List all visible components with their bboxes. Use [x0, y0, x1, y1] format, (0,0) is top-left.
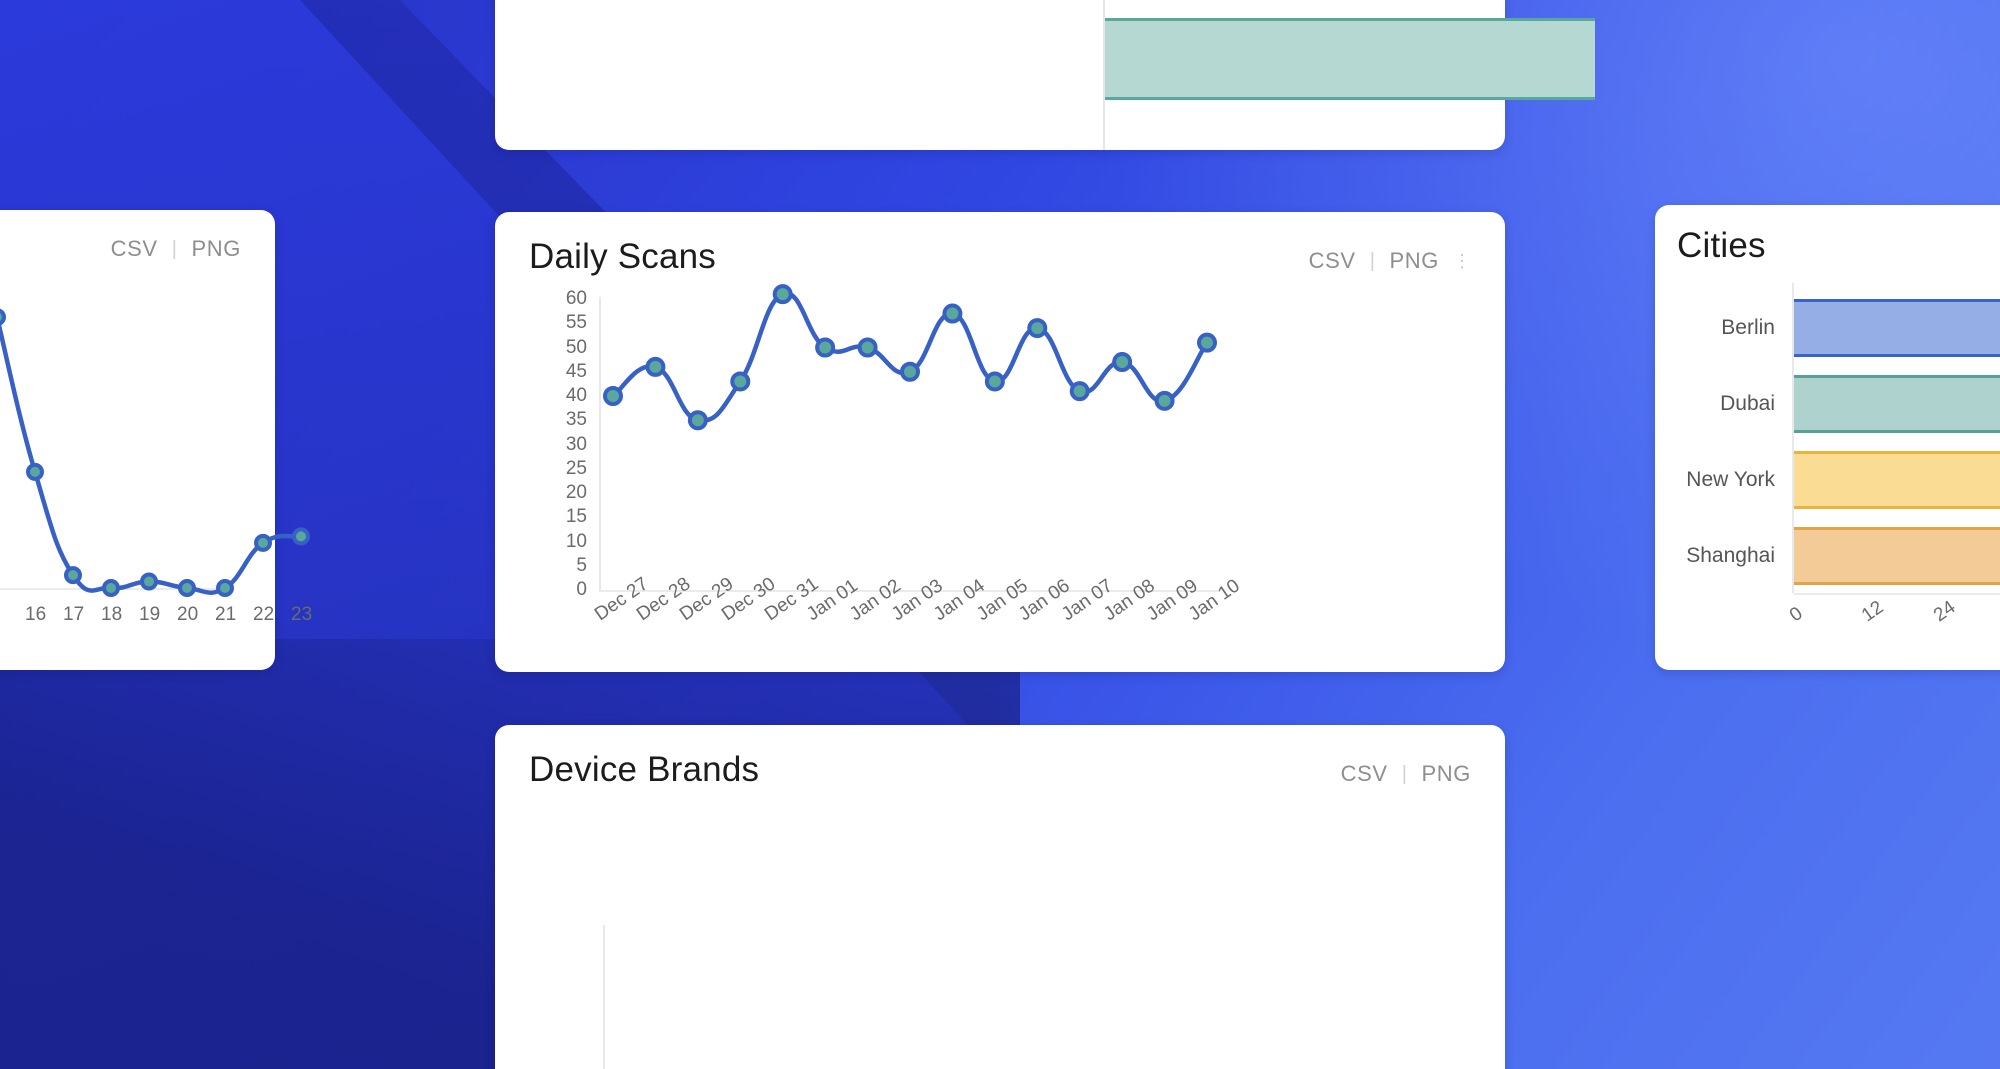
city-bar[interactable] — [1794, 451, 2000, 509]
x-tick-label: 24 — [1930, 596, 1960, 627]
y-tick-label: 15 — [565, 506, 587, 528]
brands-export-separator: | — [1401, 762, 1408, 785]
y-tick-label: 50 — [565, 336, 587, 358]
x-tick-label: 16 — [25, 604, 47, 625]
brands-axis-y — [603, 925, 605, 1069]
card-daily-scans: Daily Scans CSV | PNG ⋮ 0 5 10 15 20 25 30 35 40… — [495, 212, 1505, 672]
card-device-brands: Device Brands CSV | PNG — [495, 725, 1505, 1069]
city-category-label: Berlin — [1721, 316, 1775, 339]
card-cities: Cities Berlin Dubai New York Shanghai 0 12 24… — [1655, 205, 2000, 670]
x-tick-label: 20 — [177, 604, 199, 625]
brands-csv-link[interactable]: CSV — [1340, 761, 1388, 786]
daily-export-links: CSV | PNG ⋮ — [1309, 248, 1471, 274]
x-tick-label: 17 — [63, 604, 85, 625]
x-tick-label: 18 — [101, 604, 123, 625]
y-tick-label: 45 — [565, 360, 587, 382]
y-tick-label: 55 — [565, 312, 587, 334]
data-point-marker[interactable] — [1197, 332, 1217, 353]
city-bar[interactable] — [1794, 299, 2000, 357]
daily-axis-y — [599, 297, 601, 590]
data-point-marker[interactable] — [102, 579, 120, 597]
hourly-line-chart — [0, 308, 310, 597]
data-point-marker[interactable] — [1027, 318, 1048, 339]
os-axis-line — [1103, 0, 1105, 150]
brands-png-link[interactable]: PNG — [1421, 761, 1471, 786]
cities-axis-x — [1794, 593, 2000, 595]
card-hourly-scans: CSV | PNG 16 17 18 19 20 21 22 23 — [0, 210, 312, 670]
daily-png-link[interactable]: PNG — [1389, 248, 1439, 273]
data-point-marker[interactable] — [1154, 390, 1175, 411]
city-bar[interactable] — [1794, 527, 2000, 585]
x-tick-label: 0 — [1786, 602, 1807, 627]
hourly-card-header: CSV | PNG — [0, 210, 275, 262]
hourly-png-link[interactable]: PNG — [191, 236, 241, 261]
y-tick-label: 60 — [565, 288, 587, 309]
data-point-marker[interactable] — [900, 361, 920, 382]
data-point-marker[interactable] — [772, 284, 793, 305]
city-category-label: Dubai — [1720, 392, 1775, 415]
city-category-label: New York — [1686, 468, 1775, 491]
y-tick-label: 10 — [565, 530, 587, 552]
y-tick-label: 35 — [565, 409, 587, 431]
data-point-marker[interactable] — [178, 579, 196, 597]
data-point-marker[interactable] — [1069, 381, 1090, 402]
x-tick-label: 22 — [253, 604, 275, 625]
data-point-marker[interactable] — [730, 371, 751, 392]
data-point-marker[interactable] — [216, 579, 234, 597]
data-point-marker[interactable] — [984, 371, 1005, 392]
chart-line — [0, 319, 304, 595]
data-point-marker[interactable] — [645, 356, 666, 377]
city-bar[interactable] — [1794, 375, 2000, 433]
data-point-marker[interactable] — [942, 303, 963, 324]
cities-card-header: Cities — [1655, 205, 2000, 266]
hourly-csv-link[interactable]: CSV — [110, 236, 158, 261]
daily-axis-x — [599, 590, 1220, 592]
data-point-marker[interactable] — [64, 566, 82, 585]
cities-card-title: Cities — [1677, 226, 1766, 265]
cities-axis-y — [1792, 283, 1794, 593]
data-point-marker[interactable] — [292, 527, 310, 546]
y-tick-label: 5 — [576, 554, 587, 576]
daily-plot-area: 0 5 10 15 20 25 30 35 40 45 50 55 60 Dec 27 Dec 28 Dec… — [495, 284, 1505, 657]
y-tick-label: 40 — [565, 385, 587, 406]
hourly-plot-area: 16 17 18 19 20 21 22 23 — [0, 308, 312, 630]
daily-card-title: Daily Scans — [529, 237, 716, 276]
daily-export-separator: | — [1369, 249, 1376, 272]
data-point-marker[interactable] — [687, 410, 708, 431]
city-category-label: Shanghai — [1686, 544, 1775, 567]
brands-card-title: Device Brands — [529, 750, 760, 789]
data-point-marker[interactable] — [0, 308, 6, 326]
os-plot-area: iOS — [495, 0, 1595, 150]
data-point-marker[interactable] — [26, 462, 44, 481]
brands-export-links: CSV | PNG — [1341, 761, 1471, 787]
daily-more-menu-icon[interactable]: ⋮ — [1453, 251, 1471, 271]
x-tick-label: 23 — [291, 604, 313, 625]
daily-csv-link[interactable]: CSV — [1308, 248, 1356, 273]
data-point-marker[interactable] — [603, 386, 623, 406]
daily-card-header: Daily Scans CSV | PNG ⋮ — [495, 212, 1505, 277]
y-tick-label: 20 — [565, 482, 587, 503]
x-tick-label: 21 — [215, 604, 237, 625]
data-point-marker[interactable] — [254, 533, 272, 552]
os-bar-ios[interactable] — [1105, 18, 1595, 100]
data-point-marker[interactable] — [1112, 352, 1133, 373]
data-point-marker[interactable] — [815, 337, 836, 358]
data-point-marker[interactable] — [857, 337, 878, 358]
y-tick-label: 0 — [576, 579, 587, 600]
x-tick-label: 12 — [1858, 596, 1888, 627]
hourly-export-separator: | — [171, 237, 178, 260]
hourly-export-links: CSV | PNG — [111, 236, 241, 262]
card-operating-systems: iOS — [495, 0, 1595, 150]
y-tick-label: 25 — [565, 457, 587, 479]
data-point-marker[interactable] — [140, 572, 158, 591]
y-tick-label: 30 — [565, 433, 587, 455]
brands-card-header: Device Brands CSV | PNG — [495, 725, 1505, 790]
daily-line-chart — [603, 284, 1217, 431]
x-tick-label: 19 — [139, 604, 161, 625]
